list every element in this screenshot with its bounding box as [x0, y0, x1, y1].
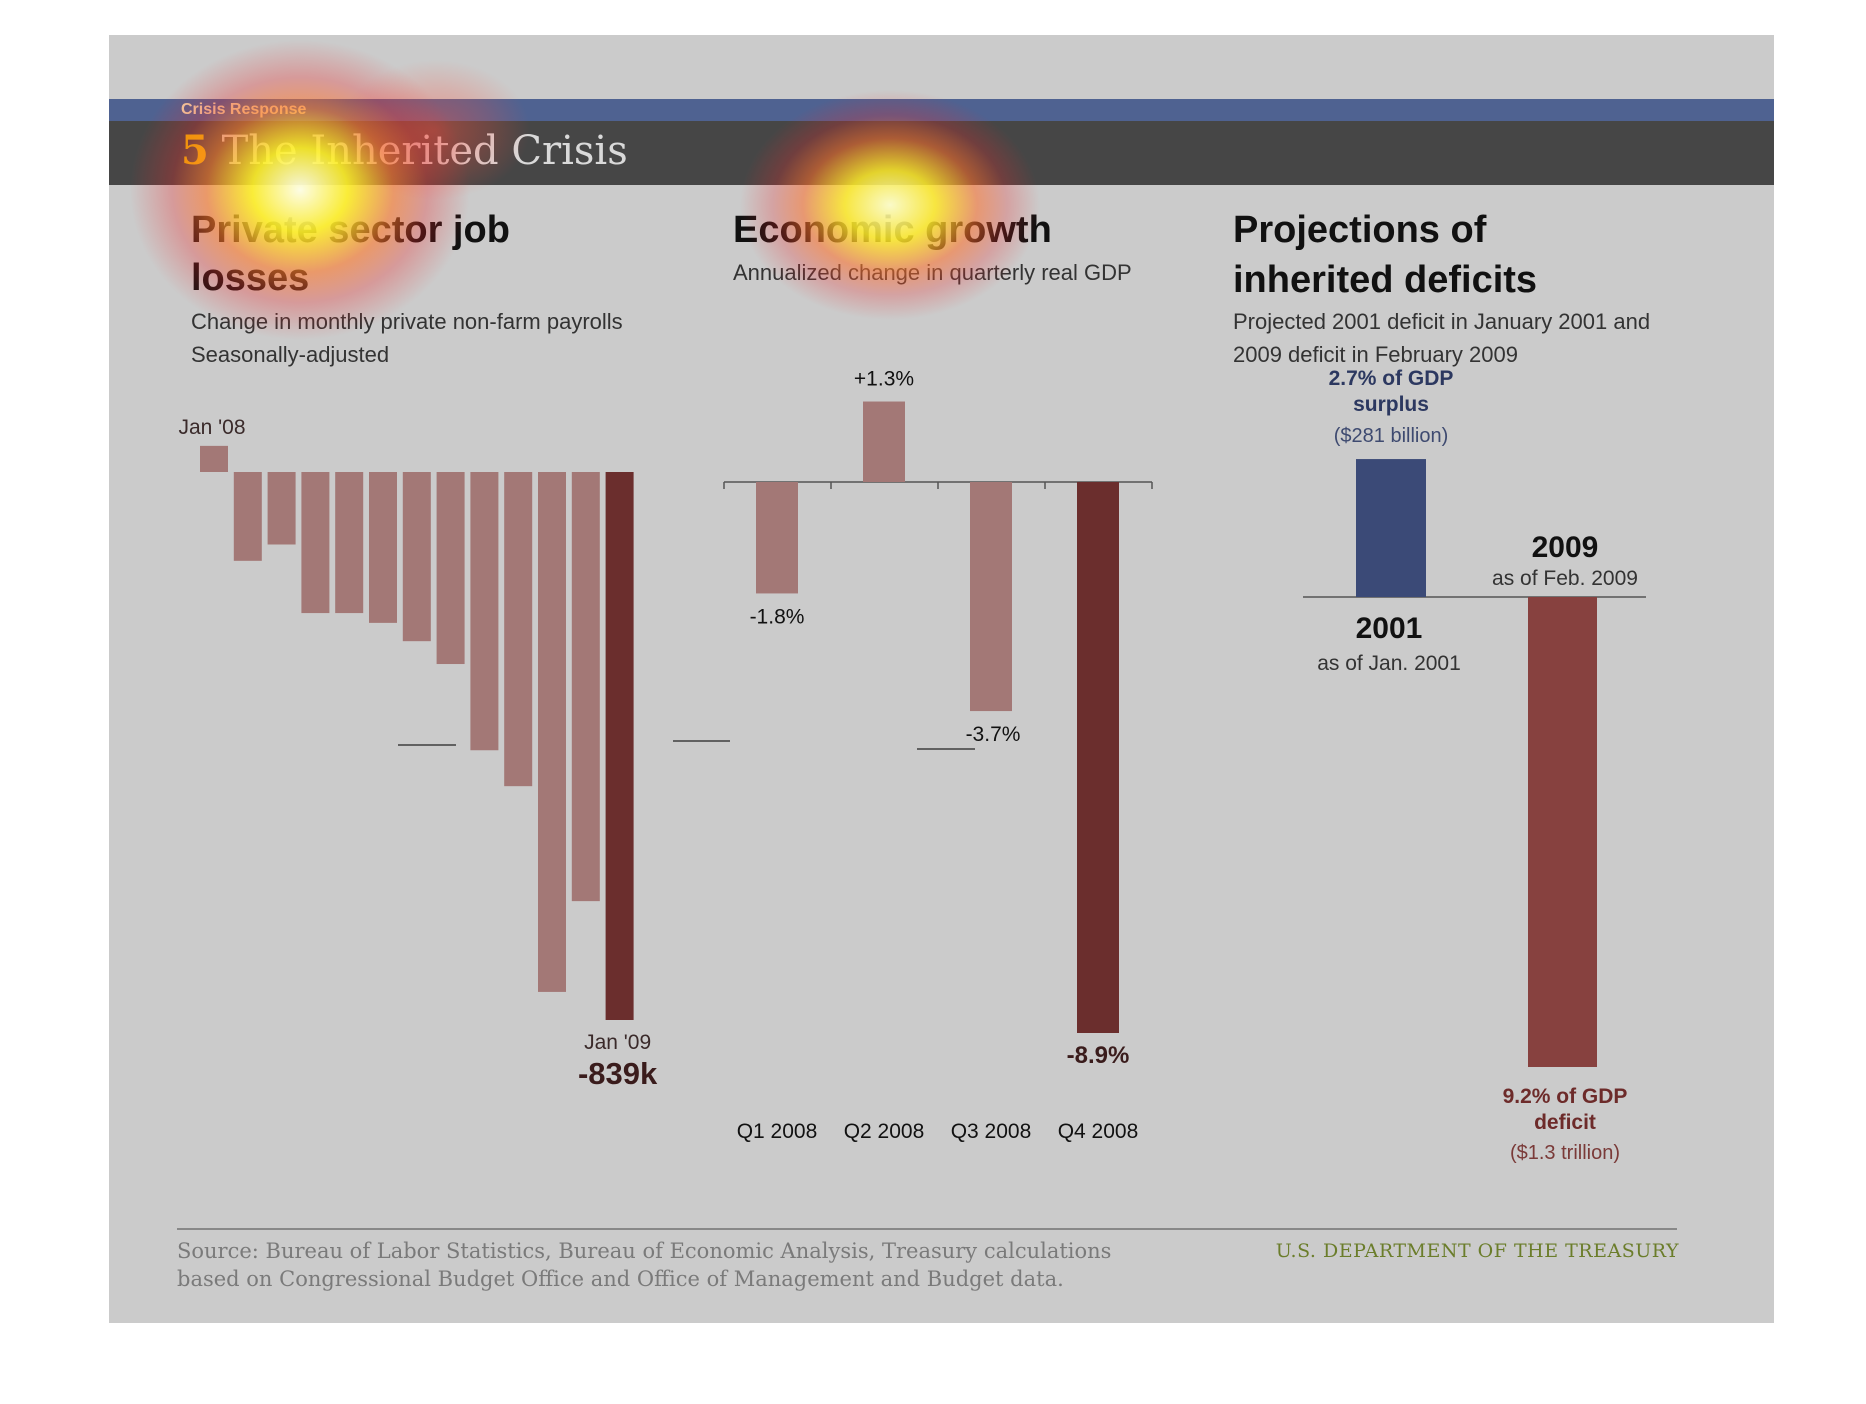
surplus-label-3: ($281 billion) — [1334, 425, 1449, 447]
footer-brand: U.S. DEPARTMENT OF THE TREASURY — [1275, 1240, 1679, 1262]
jobs-bar-1 — [233, 472, 262, 561]
footer-source-line-1: Source: Bureau of Labor Statistics, Bure… — [177, 1239, 1112, 1263]
jobs-bar-7 — [436, 472, 465, 665]
jobs-bar-2 — [267, 472, 296, 545]
deficit-category-note-2001: as of Jan. 2001 — [1317, 652, 1461, 675]
gdp-bar-3 — [1077, 482, 1119, 1033]
jobs-chart: Jan '08 Jan '09-839k — [178, 416, 658, 1091]
gdp-bar-1 — [863, 401, 905, 482]
deficit-chart: 2.7% of GDP surplus ($281 billion) 2001 as o… — [1303, 367, 1646, 1164]
jobs-bar-6 — [402, 472, 431, 642]
gdp-value-label-3: -8.9% — [1067, 1042, 1130, 1069]
jobs-bar-0 — [200, 445, 228, 472]
jobs-bar-5 — [369, 472, 397, 623]
deficit-label-2: deficit — [1534, 1111, 1596, 1134]
deficits-subtitle-2: 2009 deficit in February 2009 — [1233, 342, 1518, 367]
deficit-label-3: ($1.3 trillion) — [1510, 1142, 1620, 1164]
jobs-bar-12 — [605, 472, 634, 1020]
jobs-bar-9 — [504, 472, 533, 787]
jobs-subtitle-2: Seasonally-adjusted — [191, 342, 390, 367]
deficits-title-1: Projections of — [1233, 209, 1487, 251]
gdp-value-label-2: -3.7% — [966, 723, 1021, 746]
deficits-title-2: inherited deficits — [1233, 259, 1538, 301]
gdp-bar-2 — [970, 482, 1012, 712]
jobs-bar-10 — [538, 472, 566, 992]
gdp-category-label-1: Q2 2008 — [844, 1120, 925, 1143]
gdp-category-label-0: Q1 2008 — [737, 1120, 818, 1143]
jobs-last-value: -839k — [578, 1056, 658, 1091]
jobs-bar-8 — [470, 472, 499, 751]
gdp-value-label-0: -1.8% — [750, 605, 805, 628]
jobs-first-label: Jan '08 — [178, 416, 245, 439]
surplus-label-1: 2.7% of GDP — [1329, 367, 1454, 390]
gdp-bar-0 — [756, 482, 798, 594]
deficit-bar-2009 — [1528, 597, 1597, 1067]
gdp-category-label-3: Q4 2008 — [1058, 1120, 1139, 1143]
jobs-last-label: Jan '09 — [584, 1031, 651, 1054]
footer-rule — [177, 1228, 1677, 1230]
gdp-category-label-2: Q3 2008 — [951, 1120, 1032, 1143]
footer-source: Source: Bureau of Labor Statistics, Bure… — [177, 1237, 1137, 1293]
jobs-bar-4 — [335, 472, 364, 614]
gdp-chart: -1.8% Q1 2008 +1.3% Q2 2008 -3.7% Q3 2008 -8.9… — [723, 368, 1153, 1143]
gdp-value-label-1: +1.3% — [854, 368, 914, 391]
surplus-label-2: surplus — [1353, 393, 1429, 416]
deficit-category-2001: 2001 — [1356, 612, 1423, 645]
footer-source-line-2: based on Congressional Budget Office and… — [177, 1267, 1064, 1291]
deficits-subtitle-1: Projected 2001 deficit in January 2001 a… — [1233, 309, 1651, 334]
deficit-category-2009: 2009 — [1532, 531, 1599, 564]
deficit-category-note-2009: as of Feb. 2009 — [1492, 567, 1638, 590]
jobs-bar-3 — [301, 472, 330, 614]
deficit-bar-2001 — [1356, 459, 1426, 597]
jobs-bar-11 — [571, 472, 600, 902]
deficit-label-1: 9.2% of GDP — [1503, 1085, 1628, 1108]
